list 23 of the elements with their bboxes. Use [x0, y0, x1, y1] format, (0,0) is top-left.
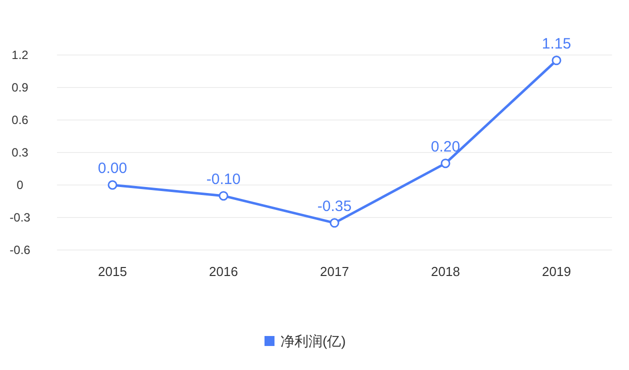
data-label: 0.00 — [98, 160, 128, 177]
x-tick-label: 2016 — [209, 264, 238, 279]
y-tick-label: 0.6 — [12, 113, 29, 127]
y-tick-label: 0.3 — [12, 146, 29, 160]
x-tick-label: 2017 — [320, 264, 349, 279]
data-label: 0.20 — [430, 138, 460, 156]
data-label: -0.35 — [317, 198, 352, 215]
point — [440, 158, 450, 168]
x-tick-label: 2019 — [542, 264, 571, 279]
point — [218, 191, 228, 201]
point — [330, 218, 340, 228]
x-tick-label: 2015 — [98, 264, 127, 279]
y-tick-label: -0.3 — [10, 210, 31, 224]
data-label: 1.15 — [542, 35, 572, 52]
data-label: -0.10 — [206, 170, 241, 188]
point — [108, 180, 118, 190]
y-tick-label: 0.9 — [12, 80, 29, 94]
x-tick-label: 2018 — [431, 264, 460, 279]
y-tick-label: 1.2 — [12, 48, 29, 62]
legend-label: 净利润(亿) — [280, 333, 346, 349]
point — [552, 56, 562, 66]
y-tick-label: -0.6 — [10, 243, 31, 257]
y-tick-label: 0 — [16, 178, 24, 192]
